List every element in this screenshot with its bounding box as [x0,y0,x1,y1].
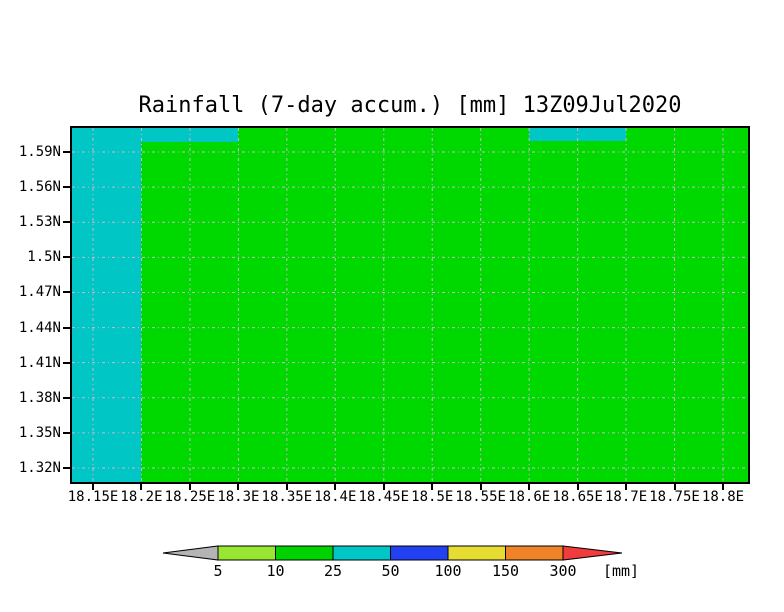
x-axis-label: 18.45E [358,489,410,505]
x-axis-label: 18.15E [67,489,119,505]
x-axis-label: 18.75E [649,489,700,505]
x-axis-tick [528,484,531,490]
y-axis-tick [63,361,70,364]
y-axis-label: 1.44N [18,319,61,336]
x-axis-tick [92,484,95,490]
cyan-strip-north-18.2E-18.3E [141,128,239,143]
colorbar-level-label: 5 [213,562,222,580]
x-axis-label: 18.2E [120,489,163,505]
x-axis-label: 18.3E [217,489,260,505]
y-axis-tick [63,431,70,434]
x-axis-tick [576,484,579,490]
colorbar-level-label: 25 [324,562,342,580]
colorbar-level-label: 300 [549,562,576,580]
x-axis-tick [673,484,676,490]
y-axis-tick [63,151,70,153]
y-axis-tick [63,396,70,399]
colorbar-arrow-left [162,545,219,561]
colorbar-segment [447,545,506,561]
colorbar-level-label: 10 [266,562,284,580]
colorbar-level-label: 50 [381,562,399,580]
x-axis-label: 18.5E [411,489,454,505]
x-axis-label: 18.55E [455,489,506,505]
x-axis-tick [334,484,337,490]
x-axis-label: 18.25E [164,489,216,505]
y-axis-label: 1.59N [18,144,61,160]
y-axis-tick [63,291,70,294]
x-axis-label: 18.8E [701,489,745,505]
y-axis-label: 1.32N [18,460,61,477]
y-axis-label: 1.38N [18,389,61,406]
y-axis-label: 1.56N [18,179,61,196]
y-axis-tick [63,326,70,329]
x-axis-label: 18.4E [314,489,357,505]
y-axis-label: 1.5N [27,249,61,266]
x-axis-tick [382,484,385,490]
x-axis-tick [140,484,143,490]
x-axis-tick [721,484,724,490]
x-axis-label: 18.6E [508,489,551,505]
colorbar-arrow-right [562,545,623,561]
y-axis-label: 1.35N [18,424,61,441]
colorbar-unit-label: [mm] [603,562,639,580]
x-axis-tick [479,484,482,490]
x-axis-tick [237,484,240,490]
colorbar-segment [275,545,334,561]
y-axis-label: 1.47N [18,284,61,301]
x-axis-tick [285,484,288,490]
grid-lines [72,128,748,482]
chart-title: Rainfall (7-day accum.) [mm] 13Z09Jul202… [138,93,682,118]
x-axis-tick [431,484,434,490]
map-plot-area [70,126,750,484]
colorbar-legend: 5 10 25 50 100 150 300 [mm] [162,545,639,580]
x-axis-label: 18.7E [604,489,648,505]
colorbar-segment [390,545,449,561]
colorbar-segment [217,545,276,561]
x-axis-tick [188,484,191,490]
colorbar-level-label: 150 [492,562,519,580]
y-axis-tick [63,256,70,259]
y-axis-tick [63,221,70,224]
y-axis-tick [63,186,70,189]
y-axis-label: 1.53N [18,214,61,231]
colorbar-segment [505,545,564,561]
x-axis-tick [625,484,628,490]
colorbar-segment [332,545,391,561]
x-axis-label: 18.35E [261,489,313,505]
colorbar-level-label: 100 [434,562,461,580]
y-axis-label: 1.41N [18,354,61,371]
y-axis-tick [63,467,70,470]
x-axis-label: 18.65E [552,489,603,505]
